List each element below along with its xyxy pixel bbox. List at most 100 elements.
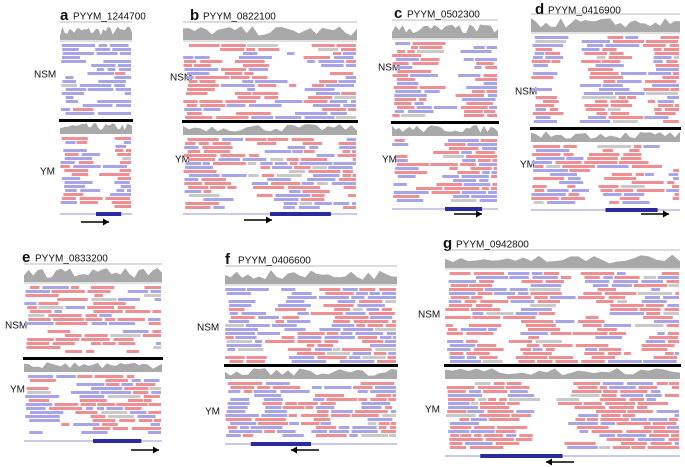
- read: [559, 181, 584, 184]
- read: [57, 298, 88, 301]
- read: [213, 162, 246, 165]
- read: [479, 414, 510, 417]
- read: [251, 116, 274, 119]
- read: [324, 336, 355, 339]
- read: [330, 100, 348, 103]
- read: [185, 76, 194, 79]
- read: [112, 48, 131, 51]
- read: [276, 174, 302, 177]
- read: [291, 360, 327, 363]
- read: [629, 149, 640, 152]
- read: [637, 438, 665, 441]
- read: [319, 296, 349, 299]
- read: [135, 383, 156, 386]
- read: [228, 390, 241, 393]
- read: [649, 336, 679, 339]
- read: [595, 64, 624, 67]
- read: [448, 402, 470, 405]
- read: [587, 418, 599, 421]
- read: [78, 161, 94, 164]
- read: [242, 52, 258, 55]
- read: [533, 201, 544, 204]
- read: [382, 292, 396, 295]
- read: [92, 427, 111, 430]
- gene-name: PYYM_1244700: [73, 12, 146, 23]
- read: [262, 174, 275, 177]
- read: [483, 434, 503, 437]
- read: [532, 185, 547, 188]
- read: [90, 415, 106, 418]
- read: [28, 399, 49, 402]
- read: [632, 165, 662, 168]
- coverage-track: [531, 18, 680, 32]
- read: [658, 104, 674, 107]
- read: [55, 338, 80, 341]
- read: [262, 402, 283, 405]
- read: [473, 46, 485, 49]
- read: [453, 179, 477, 182]
- read: [646, 40, 678, 43]
- read: [305, 406, 314, 409]
- read: [643, 316, 673, 319]
- read: [121, 383, 133, 386]
- read: [668, 418, 679, 421]
- coverage-track: [60, 123, 132, 134]
- read: [283, 202, 298, 205]
- read: [618, 96, 626, 99]
- read: [660, 36, 679, 39]
- read: [228, 430, 263, 433]
- read: [586, 44, 604, 47]
- panel-letter: a: [60, 7, 69, 24]
- read: [187, 72, 210, 75]
- read: [518, 360, 535, 363]
- panel-letter: g: [443, 235, 452, 252]
- read: [603, 193, 622, 196]
- read: [471, 296, 483, 299]
- read: [248, 162, 257, 165]
- read: [185, 202, 220, 205]
- read: [596, 300, 614, 303]
- read: [184, 190, 202, 193]
- read: [643, 426, 666, 429]
- read: [338, 426, 350, 429]
- read: [602, 382, 624, 385]
- read: [581, 360, 605, 363]
- read: [86, 407, 94, 410]
- read: [316, 410, 329, 413]
- read: [573, 382, 601, 385]
- read: [491, 171, 497, 174]
- read: [463, 183, 491, 186]
- read: [64, 185, 86, 188]
- read: [395, 58, 419, 61]
- read: [591, 356, 615, 359]
- read: [449, 167, 458, 170]
- read: [641, 300, 667, 303]
- read: [63, 149, 87, 152]
- track-label: NSM: [418, 310, 440, 321]
- read: [644, 296, 660, 299]
- read: [589, 76, 623, 79]
- read: [458, 74, 481, 77]
- read: [81, 153, 101, 156]
- read: [84, 334, 108, 337]
- read: [455, 94, 484, 97]
- read: [241, 312, 267, 315]
- read: [583, 402, 602, 405]
- read: [100, 391, 132, 394]
- read: [461, 175, 489, 178]
- read: [97, 407, 105, 410]
- read: [308, 170, 341, 173]
- read: [460, 434, 472, 437]
- read: [370, 316, 393, 319]
- read: [673, 169, 679, 172]
- read: [320, 402, 336, 405]
- read: [295, 112, 328, 115]
- read: [609, 332, 626, 335]
- read: [555, 320, 575, 323]
- read: [610, 112, 630, 115]
- read: [516, 410, 535, 413]
- separator: [59, 119, 133, 122]
- read: [653, 430, 679, 433]
- read: [246, 44, 279, 47]
- read: [461, 191, 487, 194]
